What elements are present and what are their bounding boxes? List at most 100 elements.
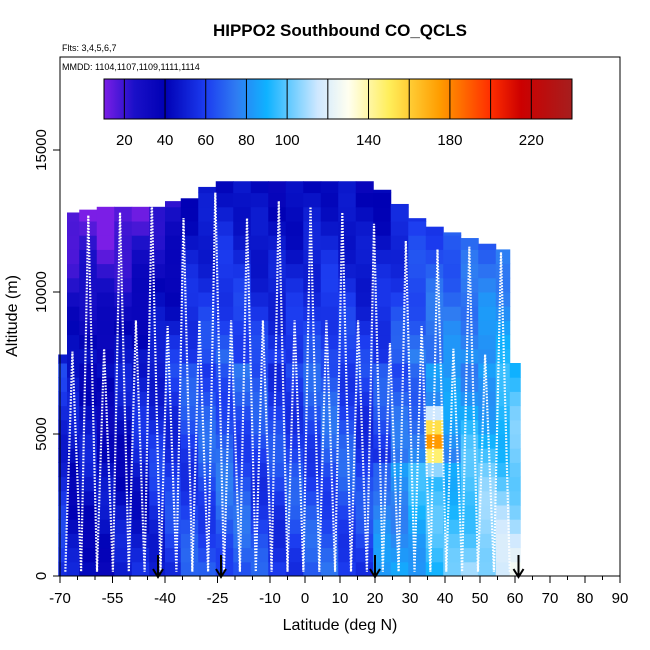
curtain-cell xyxy=(268,490,287,506)
curtain-cell xyxy=(67,320,80,336)
curtain-cell xyxy=(285,306,304,321)
curtain-cell xyxy=(250,348,269,364)
curtain-cell xyxy=(460,306,479,321)
curtain-cell xyxy=(67,221,80,236)
x-tick-label: 50 xyxy=(472,590,489,607)
curtain-cell xyxy=(460,490,479,506)
curtain-cell xyxy=(79,334,98,350)
x-tick-label: -40 xyxy=(154,590,176,607)
curtain-cell xyxy=(67,277,80,293)
curtain-cell xyxy=(215,448,234,463)
curtain-cell xyxy=(215,263,234,279)
curtain-cell xyxy=(215,405,234,421)
curtain-cell xyxy=(180,306,199,321)
turnaround-arrow-head xyxy=(152,568,164,579)
curtain-cell xyxy=(303,192,322,208)
curtain-cell xyxy=(320,462,339,478)
curtain-cell xyxy=(443,448,462,463)
curtain-cell xyxy=(390,292,409,307)
curtain-cell xyxy=(149,320,166,336)
curtain-cell xyxy=(425,434,444,449)
curtain-cell xyxy=(478,306,497,321)
curtain-cell xyxy=(67,490,80,506)
curtain-cell xyxy=(180,391,199,407)
curtain-cell xyxy=(180,206,199,222)
curtain-cell xyxy=(96,334,115,350)
curtain-cell xyxy=(509,391,521,407)
curtain-cell xyxy=(180,519,199,534)
x-tick-label: 20 xyxy=(367,590,384,607)
curtain-cell xyxy=(460,434,479,449)
curtain-cell xyxy=(509,519,521,534)
curtain-cell xyxy=(198,292,217,307)
curtain-cell xyxy=(425,306,444,321)
curtain-cell xyxy=(268,448,287,463)
curtain-cell xyxy=(408,533,427,549)
curtain-cell xyxy=(79,320,98,336)
curtain-cell xyxy=(443,320,462,336)
curtain-cell xyxy=(478,547,497,563)
curtain-cell xyxy=(165,306,182,321)
curtain-cell xyxy=(268,419,287,435)
curtain-cell xyxy=(268,462,287,478)
curtain-cell xyxy=(250,419,269,435)
curtain-cell xyxy=(478,476,497,492)
curtain-cell xyxy=(320,249,339,265)
curtain-cell xyxy=(180,377,199,392)
curtain-cell xyxy=(495,377,511,392)
curtain-cell xyxy=(373,533,392,549)
curtain-cell xyxy=(338,206,357,222)
curtain-cell xyxy=(180,198,199,208)
curtain-cell xyxy=(180,363,199,378)
curtain-cell xyxy=(495,448,511,463)
curtain-cell xyxy=(425,249,444,265)
curtain-cell xyxy=(67,212,80,222)
curtain-cell xyxy=(67,263,80,279)
curtain-cell xyxy=(355,181,374,194)
curtain-cell xyxy=(165,561,182,577)
curtain-cell xyxy=(320,192,339,208)
curtain-cell xyxy=(320,490,339,506)
curtain-cell xyxy=(303,334,322,350)
curtain-cell xyxy=(373,476,392,492)
curtain-cell xyxy=(478,434,497,449)
curtain-cell xyxy=(114,391,133,407)
curtain-cell xyxy=(390,405,409,421)
curtain-cell xyxy=(79,209,98,222)
flights-subtitle: Flts: 3,4,5,6,7 xyxy=(62,43,117,53)
x-axis-label: Latitude (deg N) xyxy=(283,617,398,634)
curtain-cell xyxy=(165,519,182,534)
colorbar-tick-label: 80 xyxy=(238,132,255,149)
curtain-cell xyxy=(67,519,80,534)
curtain-cell xyxy=(320,263,339,279)
curtain-cell xyxy=(285,377,304,392)
curtain-cell xyxy=(320,363,339,378)
curtain-cell xyxy=(425,561,444,577)
curtain-cell xyxy=(233,320,252,336)
curtain-cell xyxy=(58,405,68,421)
curtain-cell xyxy=(443,348,462,364)
curtain-cell xyxy=(460,238,479,250)
curtain-cell xyxy=(114,277,133,293)
curtain-cell xyxy=(250,462,269,478)
curtain-cell xyxy=(285,547,304,563)
curtain-cell xyxy=(338,334,357,350)
curtain-cell xyxy=(165,533,182,549)
curtain-cell xyxy=(233,306,252,321)
curtain-cell xyxy=(495,561,511,577)
curtain-cell xyxy=(460,277,479,293)
curtain-cell xyxy=(149,434,166,449)
curtain-cell xyxy=(149,206,166,222)
curtain-cell xyxy=(58,533,68,549)
curtain-cell xyxy=(373,235,392,250)
colorbar-tick-label: 20 xyxy=(116,132,133,149)
curtain-cell xyxy=(303,235,322,250)
curtain-cell xyxy=(149,306,166,321)
curtain-cell xyxy=(58,547,68,563)
curtain-cell xyxy=(509,561,521,577)
curtain-cell xyxy=(233,277,252,293)
curtain-cell xyxy=(338,277,357,293)
curtain-cell xyxy=(67,405,80,421)
curtain-cell xyxy=(509,476,521,492)
y-axis-label: Altitude (m) xyxy=(4,275,21,357)
